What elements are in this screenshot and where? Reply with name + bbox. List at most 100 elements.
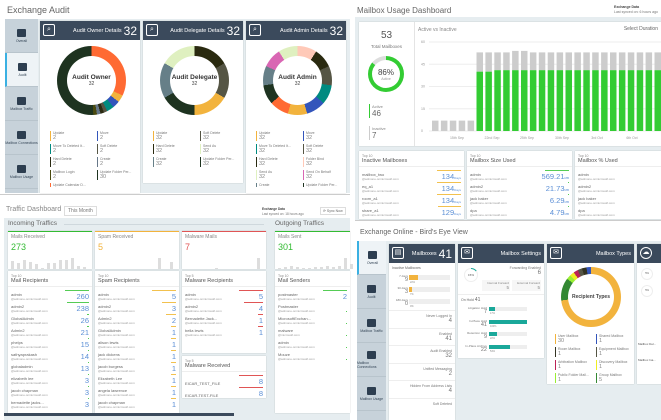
list-item[interactable]: room_a1 @admone.onmicrosoft.com 134Days — [359, 193, 464, 205]
list-item[interactable]: angela lawrence @admone.onmicrosoft.com 1 — [95, 385, 179, 397]
list-item[interactable]: admin2 @admone.onmicrosoft.com — [575, 181, 661, 194]
list-item-name: admin @admone.onmicrosoft.com — [98, 293, 135, 302]
sidebar-item-mailbox-connections[interactable]: Mailbox Connections — [357, 343, 386, 377]
duration-select[interactable]: Select Duration — [623, 26, 658, 32]
sidebar-item-mailbox-usage[interactable]: Mailbox Usage — [5, 155, 38, 189]
list-item-name: alison lewis @admone.onmicrosoft.com — [98, 341, 135, 350]
inactive-bar — [503, 52, 510, 71]
sidebar-item-mailbox-traffic[interactable]: Mailbox Traffic — [357, 309, 386, 343]
value-bar — [437, 170, 461, 172]
period-select[interactable]: This Month — [64, 206, 97, 216]
list-item[interactable]: jack dickens @admone.onmicrosoft.com 1 — [95, 349, 179, 361]
mailbox-stat: Audit Enabled 32 — [389, 345, 455, 363]
list-item[interactable]: jacob burgess @admone.onmicrosoft.com 1 — [95, 361, 179, 373]
internal-forward-value: 5 — [506, 285, 509, 290]
sidebar-item-overall[interactable]: Overall — [5, 19, 38, 53]
list-item[interactable]: admin @admone.onmicrosoft.com 569.21MB — [467, 169, 572, 181]
list-item[interactable]: admin2 @admone.onmicrosoft.com 238 — [8, 301, 92, 313]
list-item[interactable]: malware @microsoft.com — [275, 325, 350, 337]
sidebar-item-mailbox-traffic[interactable]: Mailbox Traffic — [5, 87, 38, 121]
list-item[interactable]: admin2 @admone.onmicrosoft.com 4 — [182, 301, 266, 313]
list-item[interactable]: jack baker @admone.onmicrosoft.com — [575, 193, 661, 206]
list-item[interactable]: Postmaster @admone.onmicrosoft.com — [275, 301, 350, 313]
list-item[interactable]: bella lewis @admone.onmicrosoft.com 1 — [182, 325, 266, 337]
list-item[interactable]: GlobalAdmin @admone.onmicrosoft.com 26 — [8, 313, 92, 325]
list-item-name: Mouze @admone.onmicrosoft.com — [278, 353, 315, 362]
list-item[interactable]: admin @admone.onmicrosoft.com 5 — [95, 289, 179, 301]
list-item[interactable]: admin2 @admone.onmicrosoft.com 21.73MB — [467, 181, 572, 193]
list-item-value: 129Days — [437, 206, 461, 217]
item-domain: @admone.onmicrosoft.com — [98, 393, 135, 397]
sync-now-button[interactable]: ⟳ Sync Now — [320, 207, 346, 215]
legend-item: User Mailbox 30 — [555, 334, 590, 344]
list-item[interactable]: Bernadette Jack... @admone.onmicrosoft.co… — [182, 313, 266, 325]
list-item[interactable]: elizabeth lee @admone.onmicrosoft.com 3 — [8, 373, 92, 385]
list-item[interactable]: jack baker @admone.onmicrosoft.com 6.29MB — [467, 193, 572, 205]
list-item[interactable]: phelps @admone.onmicrosoft.com 15 — [8, 337, 92, 349]
list-item[interactable]: admin2 @admone.onmicrosoft.com 3 — [95, 301, 179, 313]
list-item[interactable]: jacob chapman @admone.onmicrosoft.com 1 — [95, 397, 179, 409]
spark-bar — [17, 263, 20, 269]
list-item[interactable]: alison lewis @admone.onmicrosoft.com 1 — [95, 337, 179, 349]
spark-bar — [59, 260, 62, 269]
horizontal-scrollbar[interactable] — [4, 413, 234, 416]
progress-fill — [409, 287, 412, 292]
sidebar-item-label: Mailbox Connections — [5, 140, 38, 145]
list-item[interactable]: mailbox_two @admone.onmicrosoft.com 134Day… — [359, 169, 464, 181]
list-item[interactable]: dpa @admone.onmicrosoft.com 4.79MB — [467, 205, 572, 217]
legend-item: Discovery Mailbox 1 — [596, 360, 631, 370]
list-item[interactable]: bernadette jacks... @admone.onmicrosoft.c… — [8, 397, 92, 409]
list-item[interactable]: share_a1 @admone.onmicrosoft.com 129Days — [359, 205, 464, 217]
list-item-name: Elizabeth Lee @admone.onmicrosoft.com — [98, 377, 135, 386]
list-item-name: malware @microsoft.com — [278, 329, 300, 338]
value-bar — [87, 326, 89, 328]
list-item[interactable]: admin @admone.onmicrosoft.com 260 — [8, 289, 92, 301]
sidebar-item-mailbox-usage[interactable]: Mailbox Usage — [357, 377, 386, 411]
list-item[interactable]: admin @admone.onmicrosoft.com — [575, 169, 661, 182]
list-item[interactable]: eq_a1 @admone.onmicrosoft.com 134Days — [359, 181, 464, 193]
list-item[interactable]: Admin2 @admone.onmicrosoft.com 2 — [95, 313, 179, 325]
list-item[interactable]: GlobalAdmin @admone.onmicrosoft.com 1 — [95, 325, 179, 337]
sidebar-item-label: Overall — [15, 38, 28, 43]
list-item[interactable]: Admin2 @admone.onmicrosoft.com 21 — [8, 325, 92, 337]
value-bar — [437, 206, 461, 208]
list-item[interactable]: jacob chapman @admone.onmicrosoft.com 3 — [8, 385, 92, 397]
legend-label: Hard Delete — [156, 144, 175, 148]
item-value: 3 — [171, 304, 176, 313]
list-item[interactable]: globaladmin @admone.onmicrosoft.com 13 — [8, 361, 92, 373]
external-forward: External Forward 5 — [512, 280, 541, 291]
value-bar — [161, 302, 176, 304]
active-bar — [547, 70, 555, 131]
list-item[interactable]: EICAR_TEST_FILE 8 — [182, 374, 266, 386]
sidebar-item-audit[interactable]: Audit — [357, 275, 386, 309]
list-item[interactable]: Mouze @admone.onmicrosoft.com — [275, 349, 350, 361]
list-item[interactable]: MicrosoftExchan... @admone.onmicrosoft.co… — [275, 313, 350, 325]
list-item[interactable]: admin @admone.onmicrosoft.com — [275, 337, 350, 349]
sidebar-item-mailbox-connections[interactable]: Mailbox Connections — [5, 121, 38, 155]
list-item[interactable]: admin @admone.onmicrosoft.com 5 — [182, 289, 266, 301]
list-item-value: 260 — [65, 290, 89, 301]
item-domain: @admone.onmicrosoft.com — [278, 321, 315, 325]
list-item-value: 4 — [243, 302, 263, 313]
legend-value: 5 — [599, 377, 603, 383]
list-item[interactable]: EICAR-TEST-FILE 8 — [182, 386, 266, 398]
list-item[interactable]: Elizabeth Lee @admone.onmicrosoft.com 1 — [95, 373, 179, 385]
legend-value: 2 — [100, 148, 104, 154]
spark-bar — [47, 263, 50, 269]
spark-bar — [338, 266, 341, 269]
legend-item: Update Folder Per... 30 — [97, 170, 138, 180]
stat-value: 7 — [185, 242, 191, 252]
list-item[interactable]: sathyaprakash @admone.onmicrosoft.com 14 — [8, 349, 92, 361]
item-name: Admin2 — [98, 316, 112, 321]
list-item[interactable]: dpa @admone.onmicrosoft.com — [575, 205, 661, 218]
legend-label: Public Folder Mail... — [558, 373, 589, 377]
item-name: admin2 — [98, 304, 112, 309]
list-item[interactable]: postmaster @admone.onmicrosoft.com 2 — [275, 289, 350, 301]
list-title-text: Mail Recipients — [11, 278, 49, 284]
sidebar-item-audit[interactable]: Audit — [5, 53, 38, 87]
item-value: 5 — [258, 292, 263, 301]
sidebar-item-overall[interactable]: Overall — [357, 241, 386, 275]
stat-card-spam-received: Spam Received 5 — [95, 231, 179, 269]
progress-percent: 7% — [410, 293, 414, 296]
legend-value: 1 — [558, 351, 562, 357]
